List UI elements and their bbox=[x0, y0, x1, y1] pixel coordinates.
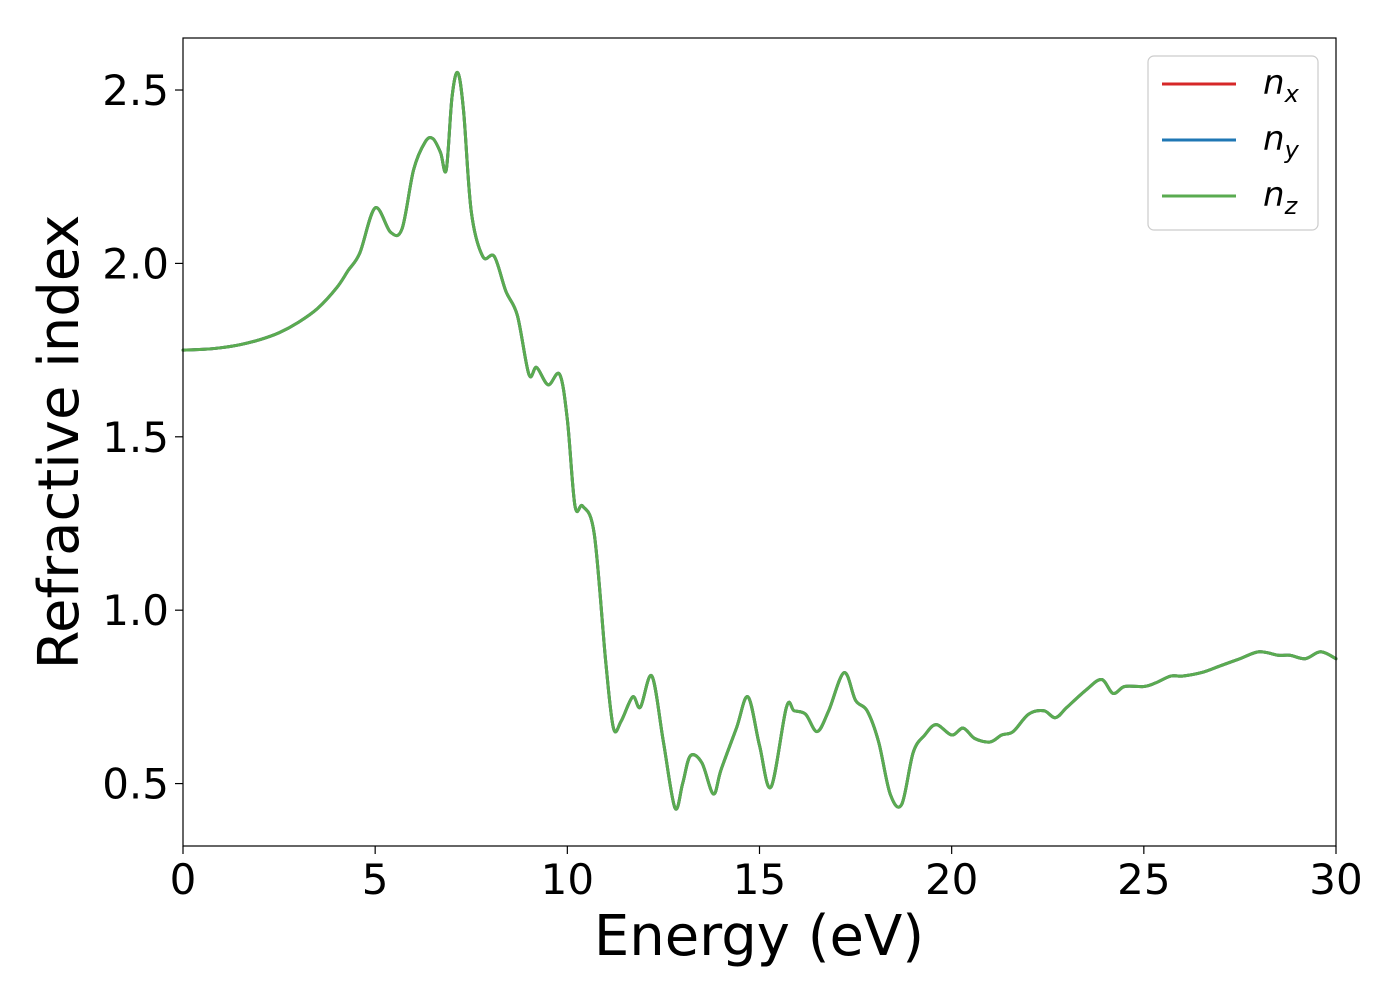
legend-label-x: nx bbox=[1263, 63, 1300, 108]
x-tick-label: 30 bbox=[1309, 855, 1362, 904]
x-tick-label: 25 bbox=[1117, 855, 1170, 904]
x-axis-ticks: 0 5 10 15 20 25 30 bbox=[170, 846, 1363, 904]
x-tick-label: 0 bbox=[170, 855, 197, 904]
x-axis-label: Energy (eV) bbox=[594, 904, 924, 969]
y-tick-label: 2.5 bbox=[102, 66, 169, 115]
y-axis-label: Refractive index bbox=[27, 215, 92, 670]
series-line-z bbox=[181, 70, 1338, 811]
x-tick-label: 20 bbox=[925, 855, 978, 904]
series-layer bbox=[181, 70, 1338, 811]
y-tick-label: 0.5 bbox=[102, 760, 169, 809]
x-tick-label: 15 bbox=[733, 855, 786, 904]
legend-label-z: nz bbox=[1263, 175, 1299, 220]
legend: nx ny nz bbox=[1147, 55, 1319, 231]
legend-label-y: ny bbox=[1263, 119, 1300, 164]
legend-box bbox=[1147, 55, 1319, 231]
y-tick-label: 1.0 bbox=[102, 586, 169, 635]
x-tick-label: 10 bbox=[541, 855, 594, 904]
y-axis-ticks: 0.5 1.0 1.5 2.0 2.5 bbox=[102, 66, 183, 809]
y-tick-label: 1.5 bbox=[102, 413, 169, 462]
plot-background bbox=[183, 38, 1336, 846]
x-tick-label: 5 bbox=[362, 855, 389, 904]
y-tick-label: 2.0 bbox=[102, 239, 169, 288]
